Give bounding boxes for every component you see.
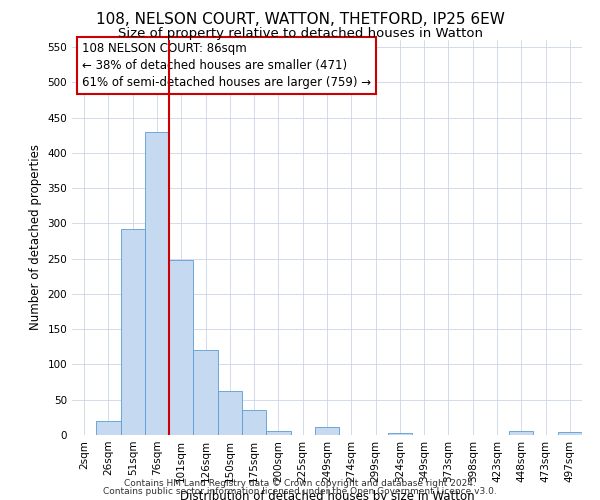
Bar xyxy=(145,132,169,435)
Bar xyxy=(169,260,193,435)
X-axis label: Distribution of detached houses by size in Watton: Distribution of detached houses by size … xyxy=(179,490,475,500)
Bar xyxy=(96,421,121,435)
Bar xyxy=(315,426,339,435)
Text: Size of property relative to detached houses in Watton: Size of property relative to detached ho… xyxy=(118,28,482,40)
Bar xyxy=(218,390,242,435)
Bar xyxy=(388,433,412,435)
Bar xyxy=(509,432,533,435)
Bar xyxy=(558,432,582,435)
Text: Contains HM Land Registry data © Crown copyright and database right 2024.: Contains HM Land Registry data © Crown c… xyxy=(124,478,476,488)
Text: 108 NELSON COURT: 86sqm
← 38% of detached houses are smaller (471)
61% of semi-d: 108 NELSON COURT: 86sqm ← 38% of detache… xyxy=(82,42,371,89)
Bar xyxy=(121,229,145,435)
Bar xyxy=(193,350,218,435)
Bar xyxy=(266,432,290,435)
Y-axis label: Number of detached properties: Number of detached properties xyxy=(29,144,42,330)
Text: 108, NELSON COURT, WATTON, THETFORD, IP25 6EW: 108, NELSON COURT, WATTON, THETFORD, IP2… xyxy=(95,12,505,28)
Bar xyxy=(242,410,266,435)
Text: Contains public sector information licensed under the Open Government Licence v3: Contains public sector information licen… xyxy=(103,487,497,496)
